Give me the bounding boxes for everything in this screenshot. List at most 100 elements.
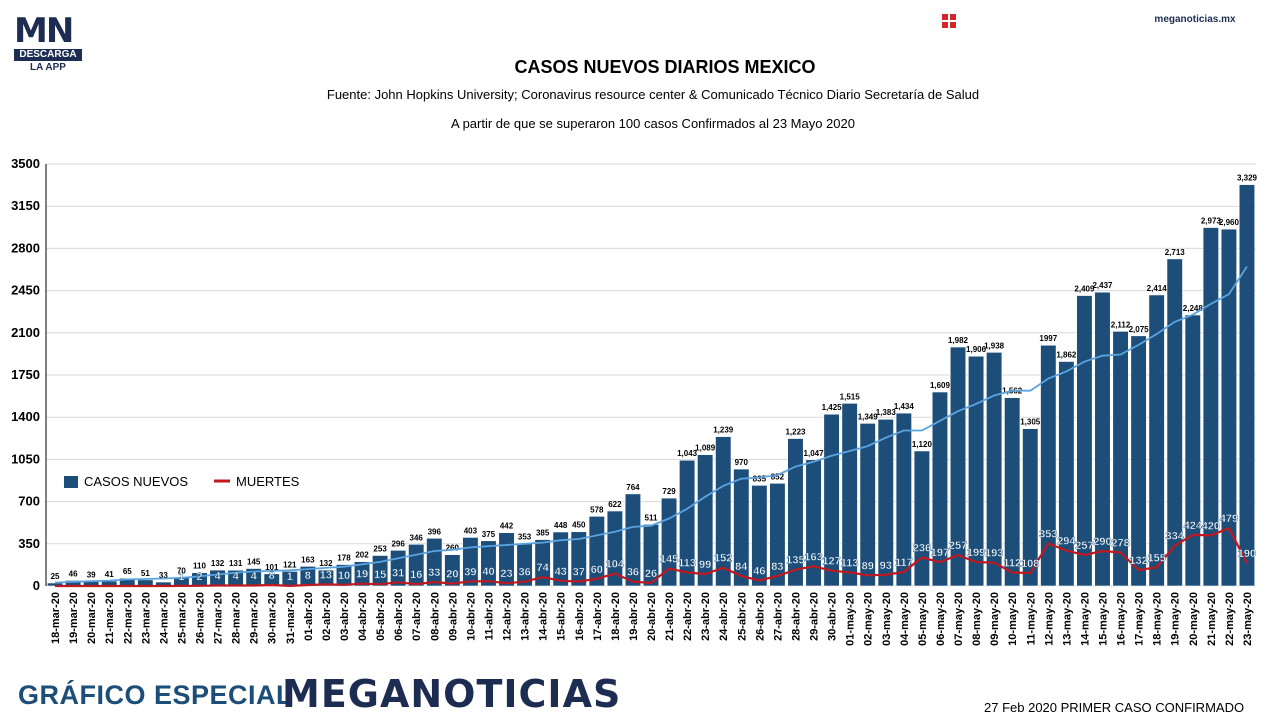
bar-value-label: 1,609 <box>930 381 951 390</box>
bar-value-label: 132 <box>211 559 225 568</box>
bar-value-label: 46 <box>69 569 78 578</box>
x-tick-label: 28-abr-20 <box>790 592 802 641</box>
deaths-value-label: 83 <box>771 561 783 573</box>
bar-value-label: 375 <box>482 530 496 539</box>
bar-value-label: 2,973 <box>1201 217 1222 226</box>
x-tick-label: 05-abr-20 <box>375 592 387 641</box>
bar-value-label: 296 <box>391 539 405 548</box>
trend-line <box>54 266 1248 584</box>
bar-value-label: 1,349 <box>858 412 879 421</box>
deaths-value-label: 46 <box>753 565 765 577</box>
bar-value-label: 403 <box>464 526 478 535</box>
x-tick-label: 09-may-20 <box>989 592 1001 646</box>
bar-value-label: 1,239 <box>713 426 734 435</box>
deaths-value-label: 127 <box>822 556 840 568</box>
x-tick-label: 15-may-20 <box>1097 592 1109 646</box>
bar-value-label: 41 <box>105 570 114 579</box>
bar <box>1076 295 1093 587</box>
y-tick-label: 1400 <box>11 409 40 424</box>
bar-value-label: 1,047 <box>804 449 825 458</box>
x-tick-label: 26-abr-20 <box>754 592 766 641</box>
bar <box>1148 294 1165 587</box>
x-tick-label: 22-may-20 <box>1224 592 1236 646</box>
y-tick-label: 1750 <box>11 367 40 382</box>
y-tick-label: 350 <box>18 536 40 551</box>
y-tick-label: 2100 <box>11 325 40 340</box>
bar-value-label: 33 <box>159 571 168 580</box>
deaths-value-label: 74 <box>537 562 550 574</box>
deaths-value-label: 93 <box>880 560 892 572</box>
x-tick-label: 22-mar-20 <box>122 592 134 644</box>
bar-value-label: 65 <box>123 567 132 576</box>
bar <box>787 438 804 587</box>
x-tick-label: 23-mar-20 <box>140 592 152 644</box>
x-tick-label: 16-may-20 <box>1116 592 1128 646</box>
bar-value-label: 511 <box>645 513 658 522</box>
bar-value-label: 25 <box>51 572 60 581</box>
chart-subtitle: Fuente: John Hopkins University; Coronav… <box>326 87 980 102</box>
deaths-value-label: 112 <box>1003 557 1021 569</box>
x-tick-label: 18-mar-20 <box>50 592 62 644</box>
legend-label-deaths: MUERTES <box>236 474 300 489</box>
x-tick-label: 27-abr-20 <box>772 592 784 641</box>
app-logo[interactable]: MN DESCARGA LA APP <box>14 14 82 75</box>
bar-value-label: 1,425 <box>822 403 843 412</box>
x-tick-label: 05-may-20 <box>917 592 929 646</box>
bar-value-label: 1,383 <box>876 408 897 417</box>
deaths-value-label: 4 <box>215 571 222 583</box>
bar-value-label: 1,434 <box>894 402 915 411</box>
x-tick-label: 26-mar-20 <box>195 592 207 644</box>
x-tick-label: 08-may-20 <box>971 592 983 646</box>
deaths-value-label: 117 <box>895 557 913 569</box>
bar <box>877 418 894 587</box>
deaths-value-label: 353 <box>1039 528 1057 540</box>
bar <box>1094 291 1111 587</box>
deaths-value-label: 84 <box>735 561 748 573</box>
deaths-value-label: 104 <box>606 558 625 570</box>
x-tick-label: 17-may-20 <box>1134 592 1146 646</box>
bar-value-label: 2,112 <box>1111 320 1131 329</box>
site-url[interactable]: meganoticias.mx <box>1154 14 1236 25</box>
bar-value-label: 450 <box>572 521 586 530</box>
x-tick-label: 12-abr-20 <box>502 592 514 641</box>
bar <box>697 454 714 587</box>
chart-subtitle-date: A partir de que se superaron 100 casos C… <box>451 116 855 131</box>
deaths-value-label: 132 <box>1129 555 1147 567</box>
footer-note: 27 Feb 2020 PRIMER CASO CONFIRMADO <box>984 700 1245 715</box>
legend-label-cases: CASOS NUEVOS <box>84 474 188 489</box>
x-tick-label: 21-abr-20 <box>664 592 676 641</box>
bar-value-label: 346 <box>410 533 424 542</box>
grid-icon[interactable] <box>942 14 956 28</box>
bar <box>534 539 551 587</box>
logo-subtitle: LA APP <box>30 62 66 73</box>
bar-value-label: 202 <box>355 551 369 560</box>
bar <box>949 346 967 587</box>
bar <box>769 482 786 587</box>
bar <box>462 537 479 587</box>
y-tick-label: 3150 <box>11 198 40 213</box>
deaths-value-label: 145 <box>660 554 678 566</box>
x-tick-label: 04-abr-20 <box>357 592 369 641</box>
x-tick-label: 14-may-20 <box>1079 592 1091 646</box>
deaths-value-label: 8 <box>305 570 311 582</box>
x-tick-label: 15-abr-20 <box>556 592 568 641</box>
deaths-value-label: 334 <box>1166 531 1185 543</box>
x-tick-label: 02-may-20 <box>863 592 875 646</box>
deaths-value-label: 2 <box>196 571 202 583</box>
deaths-value-label: 420 <box>1202 520 1220 532</box>
x-tick-label: 23-may-20 <box>1242 592 1254 646</box>
x-tick-label: 13-abr-20 <box>520 592 532 641</box>
bar-value-label: 110 <box>193 562 206 571</box>
bar <box>552 531 569 587</box>
x-tick-label: 30-abr-20 <box>827 592 839 641</box>
x-tick-label: 06-may-20 <box>935 592 947 646</box>
bar-value-label: 622 <box>608 500 622 509</box>
bar-value-label: 729 <box>662 487 676 496</box>
x-tick-label: 30-mar-20 <box>267 592 279 644</box>
deaths-value-label: 23 <box>500 568 512 580</box>
deaths-value-label: 26 <box>645 568 657 580</box>
bar-value-label: 1,982 <box>948 336 969 345</box>
x-tick-label: 25-abr-20 <box>736 592 748 641</box>
x-tick-label: 10-may-20 <box>1007 592 1019 646</box>
bar-value-label: 2,437 <box>1092 281 1113 290</box>
